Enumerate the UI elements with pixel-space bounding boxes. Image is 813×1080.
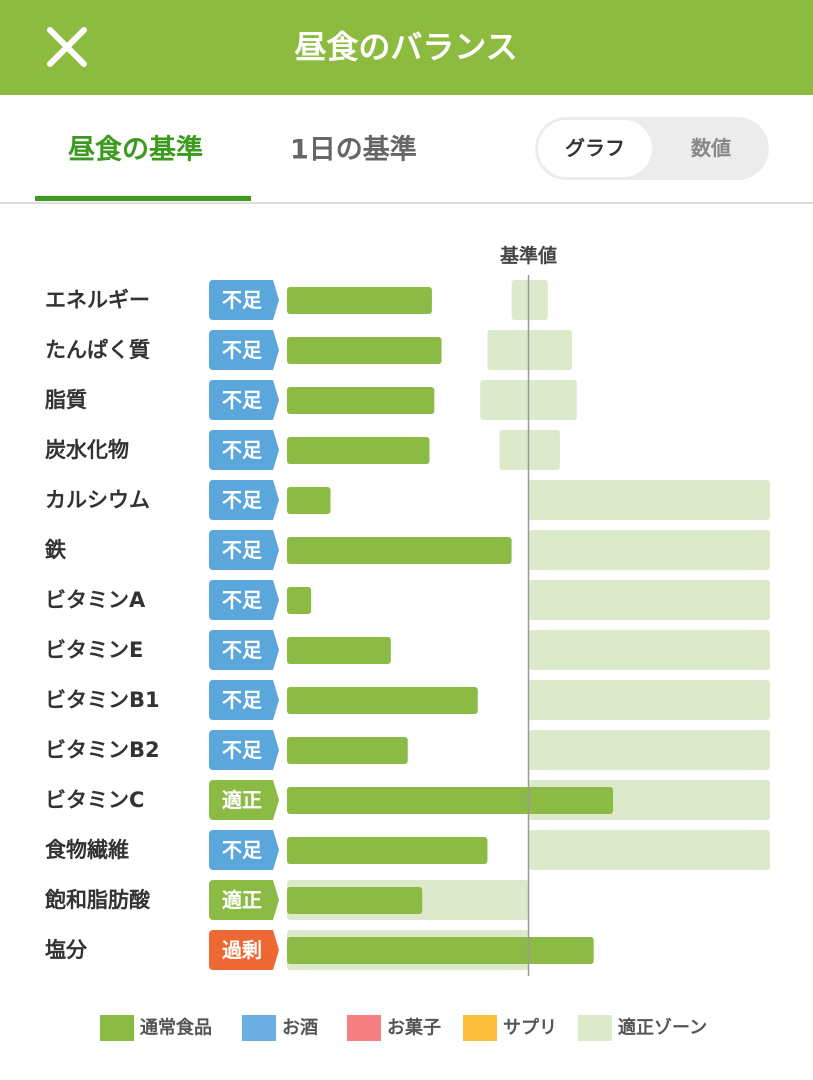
header-bar [0,0,813,95]
bar [287,587,312,614]
zone [528,480,770,520]
category-label: 炭水化物 [45,438,129,462]
zone [487,330,572,370]
header-title: 昼食のバランス [294,28,517,66]
category-label: カルシウム [45,488,150,512]
status-badge [209,580,279,620]
zone [528,830,770,870]
bar [287,637,391,664]
zone [528,530,770,570]
toggle-option-active[interactable]: グラフ [565,136,625,160]
legend-label: 適正ゾーン [618,1017,707,1039]
status-label: 不足 [222,588,263,612]
status-badge [209,730,279,770]
bar [287,837,488,864]
zone [528,730,770,770]
category-label: たんぱく質 [45,338,150,362]
bar [287,687,478,714]
bar [287,537,512,564]
toggle-option[interactable]: 数値 [691,136,731,160]
status-label: 不足 [222,438,263,462]
category-label: ビタミンB1 [45,688,160,712]
status-badge [209,630,279,670]
baseline-label: 基準値 [499,244,557,267]
bar [287,437,430,464]
legend-label: 通常食品 [140,1017,212,1039]
category-label: 飽和脂肪酸 [44,888,151,912]
status-badge [209,780,279,820]
status-label: 適正 [222,788,262,812]
zone [528,680,770,720]
status-label: 不足 [222,388,263,412]
category-label: 食物繊維 [45,838,129,862]
category-label: 鉄 [44,538,67,562]
bar [287,487,331,514]
status-label: 不足 [222,838,263,862]
tab[interactable]: 1日の基準 [290,134,417,166]
status-badge [209,830,279,870]
tab-active[interactable]: 昼食の基準 [68,134,203,166]
status-badge [209,430,279,470]
bar [287,337,442,364]
status-badge [209,280,279,320]
status-badge [209,880,279,920]
zone [528,580,770,620]
status-label: 不足 [222,638,263,662]
status-badge [209,930,279,970]
status-badge [209,530,279,570]
zone [528,630,770,670]
close-button[interactable] [47,27,87,67]
bar [287,387,435,414]
legend-swatch [242,1015,276,1041]
status-badge [209,680,279,720]
bar [287,287,432,314]
status-badge [209,480,279,520]
status-badge [209,330,279,370]
status-label: 不足 [222,738,263,762]
category-label: 脂質 [45,388,87,412]
category-label: ビタミンB2 [45,738,160,762]
status-label: 不足 [222,288,263,312]
category-label: ビタミンC [45,788,144,812]
category-label: 塩分 [45,938,88,962]
tab-underline [35,196,251,201]
bar [287,887,423,914]
legend-label: お菓子 [387,1017,441,1039]
bar [287,787,614,814]
status-label: 不足 [222,338,263,362]
status-label: 不足 [222,488,263,512]
legend-swatch [463,1015,497,1041]
status-label: 過剰 [222,938,262,962]
zone [511,280,548,320]
bar [287,937,594,964]
category-label: ビタミンA [45,588,146,612]
toggle-knob [538,120,652,177]
status-badge [209,380,279,420]
legend-swatch [100,1015,134,1041]
status-label: 不足 [222,688,263,712]
status-label: 不足 [222,538,263,562]
zone [499,430,560,470]
category-label: エネルギー [45,288,150,312]
legend-label: お酒 [282,1017,318,1039]
bar [287,737,408,764]
legend-label: サプリ [503,1017,557,1039]
category-label: ビタミンE [45,638,143,662]
legend-swatch [578,1015,612,1041]
legend-swatch [347,1015,381,1041]
status-label: 適正 [222,888,262,912]
